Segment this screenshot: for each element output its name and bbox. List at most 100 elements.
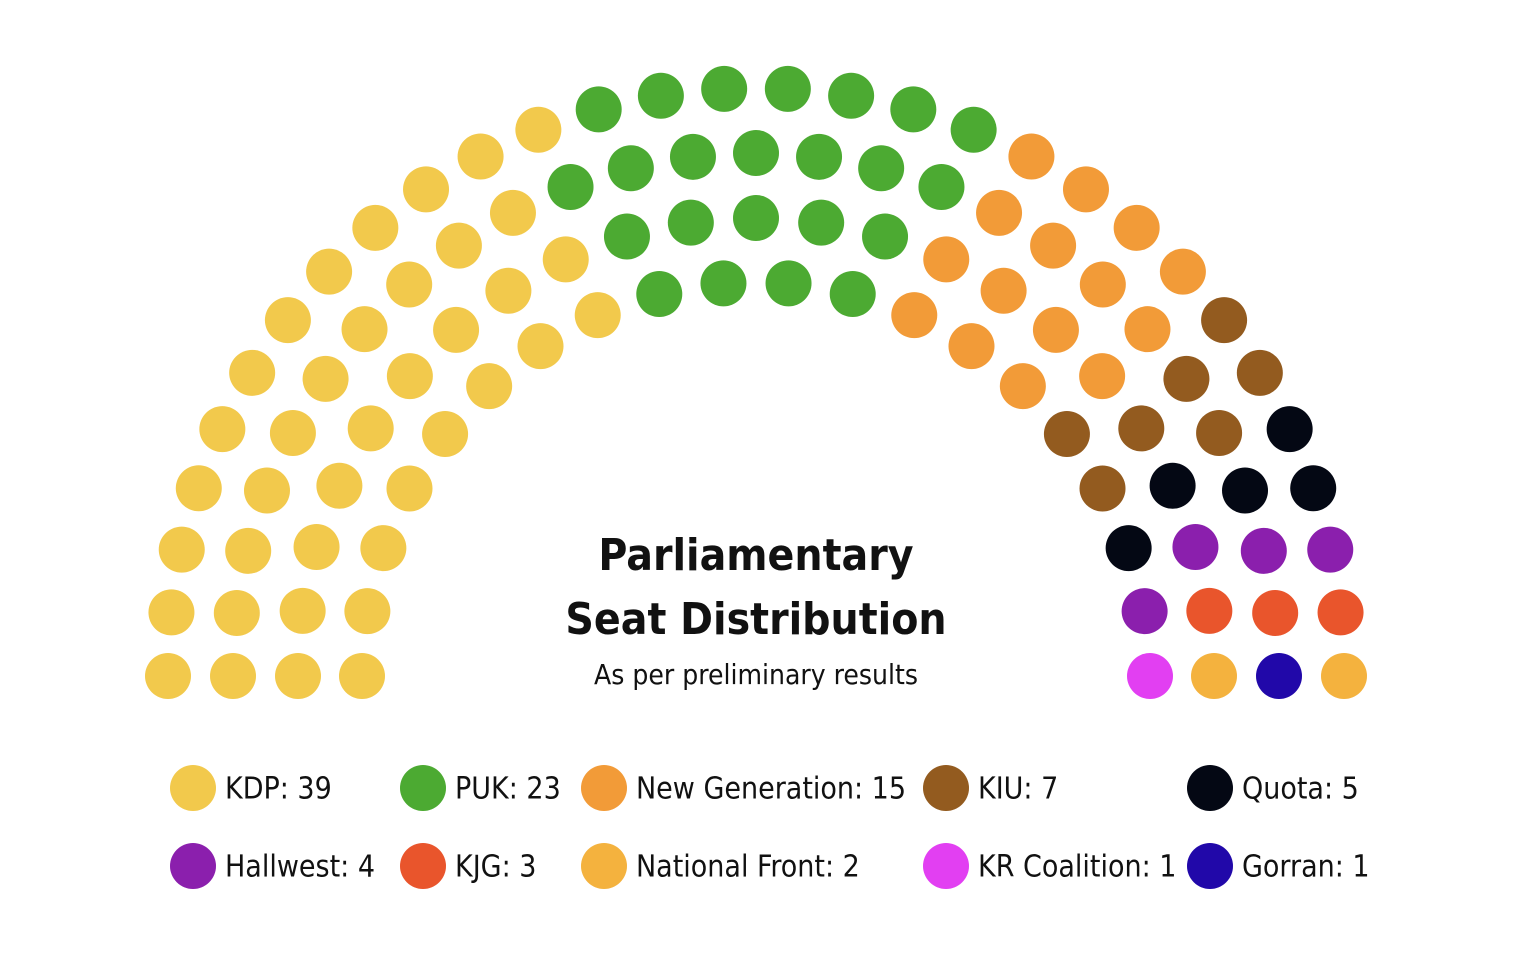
seat <box>980 267 1027 314</box>
legend-label: Gorran: 1 <box>1242 850 1370 885</box>
seat <box>517 323 564 370</box>
seat <box>976 189 1023 236</box>
seat <box>607 145 654 192</box>
seat <box>293 523 340 570</box>
seat <box>950 106 997 153</box>
seat <box>360 525 407 572</box>
legend-label: Hallwest: 4 <box>225 850 375 885</box>
seat <box>466 363 513 410</box>
seat <box>1032 306 1079 353</box>
seat <box>1240 527 1287 574</box>
seat <box>225 527 272 574</box>
seat <box>700 260 747 307</box>
seat <box>145 653 191 699</box>
seat <box>923 236 970 283</box>
seat <box>229 349 276 396</box>
seat <box>667 199 714 246</box>
seat <box>1149 462 1196 509</box>
seat <box>148 589 195 636</box>
seat <box>798 199 845 246</box>
seat <box>269 409 316 456</box>
seat <box>1266 406 1313 453</box>
seat <box>1159 248 1206 295</box>
seat <box>637 72 684 119</box>
seat <box>1043 411 1090 458</box>
legend-label: KDP: 39 <box>225 772 332 807</box>
seat <box>1105 525 1152 572</box>
seat <box>243 467 290 514</box>
legend-swatch <box>170 765 216 811</box>
seat <box>344 588 391 635</box>
seat <box>386 353 433 400</box>
seat <box>1191 653 1237 699</box>
seat <box>339 653 385 699</box>
seat <box>733 130 779 176</box>
seat <box>386 465 433 512</box>
seat <box>264 297 311 344</box>
seat <box>457 133 504 180</box>
seat <box>603 213 650 260</box>
seat <box>422 411 469 458</box>
seat <box>1127 653 1173 699</box>
seat <box>1163 355 1210 402</box>
seat <box>1079 261 1126 308</box>
legend-label: Quota: 5 <box>1242 772 1359 807</box>
seat <box>210 653 256 699</box>
legend-swatch <box>1187 765 1233 811</box>
title-line: Parliamentary <box>598 530 913 581</box>
title-line: Seat Distribution <box>565 594 946 645</box>
seat <box>352 204 399 251</box>
chart-subtitle: As per preliminary results <box>594 658 918 691</box>
seat <box>1113 204 1160 251</box>
seat <box>1121 588 1168 635</box>
seat <box>1321 653 1367 699</box>
seat <box>764 65 811 112</box>
seat <box>213 589 260 636</box>
seat <box>890 86 937 133</box>
seat <box>829 271 876 318</box>
seat <box>1317 589 1364 636</box>
seat <box>1307 526 1354 573</box>
seat <box>862 213 909 260</box>
seat <box>515 106 562 153</box>
legend-swatch <box>400 765 446 811</box>
seat <box>636 271 683 318</box>
seat <box>199 406 246 453</box>
legend-swatch <box>923 843 969 889</box>
seat <box>1079 465 1126 512</box>
seat <box>485 267 532 314</box>
seat <box>1079 353 1126 400</box>
seat <box>858 145 905 192</box>
legend-swatch <box>581 843 627 889</box>
legend-swatch <box>1187 843 1233 889</box>
legend-label: KIU: 7 <box>978 772 1058 807</box>
seat <box>765 260 812 307</box>
legend-label: National Front: 2 <box>636 850 860 885</box>
seat <box>1201 297 1248 344</box>
seat <box>542 236 589 283</box>
legend-swatch <box>170 843 216 889</box>
seat <box>435 222 482 269</box>
seat <box>1062 166 1109 213</box>
seat <box>403 166 450 213</box>
seat <box>1030 222 1077 269</box>
legend-swatch <box>581 765 627 811</box>
seat <box>175 465 222 512</box>
seat <box>701 65 748 112</box>
seat <box>386 261 433 308</box>
seat <box>1256 653 1302 699</box>
seat <box>1124 306 1171 353</box>
seat <box>341 306 388 353</box>
seat <box>279 587 326 634</box>
legend-label: PUK: 23 <box>455 772 561 807</box>
legend-label: New Generation: 15 <box>636 772 906 807</box>
seat <box>1172 523 1219 570</box>
legend-swatch <box>923 765 969 811</box>
seat <box>433 306 480 353</box>
seat <box>302 355 349 402</box>
legend-swatch <box>400 843 446 889</box>
seat <box>347 405 394 452</box>
chart-title: Parliamentary Seat Distribution <box>565 530 946 645</box>
seat <box>158 526 205 573</box>
